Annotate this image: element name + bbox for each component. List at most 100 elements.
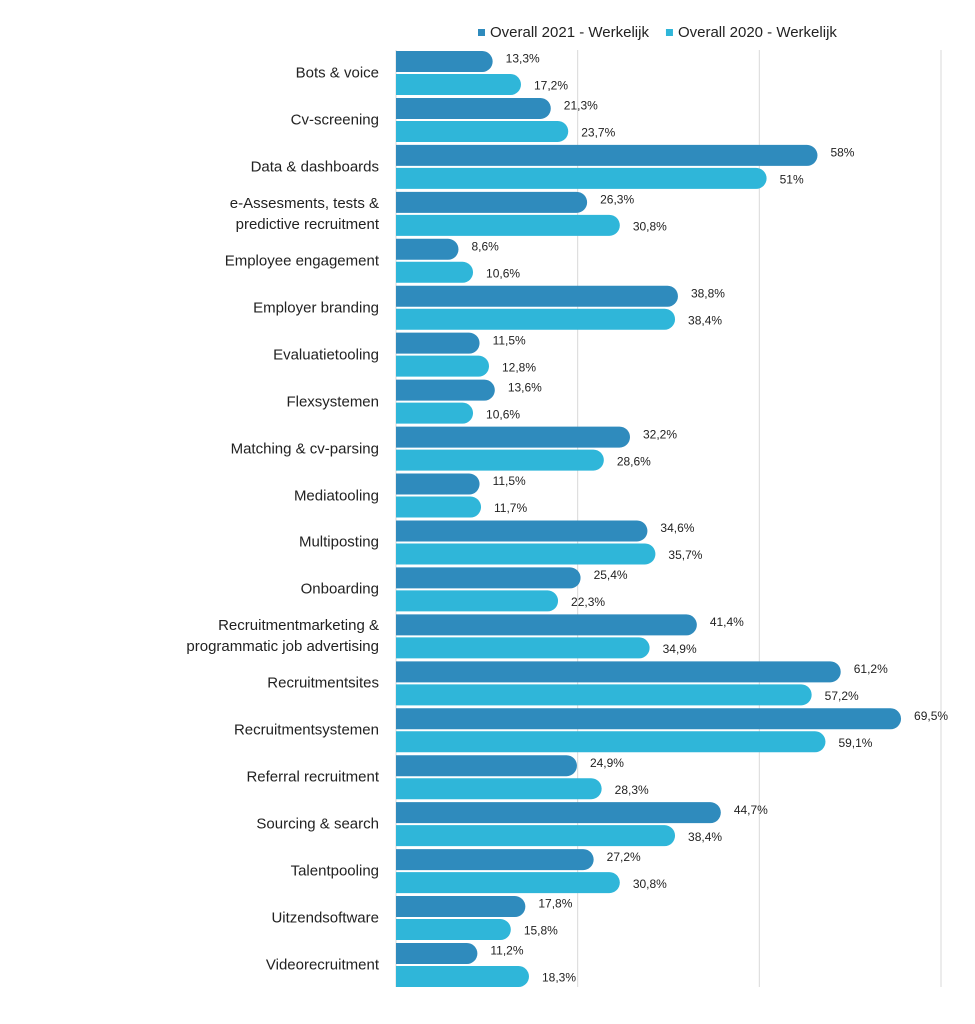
category-label: Onboarding: [300, 580, 379, 598]
value-label: 10,6%: [486, 407, 520, 421]
value-label: 38,8%: [691, 286, 725, 300]
value-label: 35,7%: [668, 548, 702, 562]
bar: [396, 402, 474, 424]
value-label: 27,2%: [607, 850, 641, 864]
bar: [396, 308, 676, 330]
value-label: 58%: [830, 146, 854, 160]
value-label: 23,7%: [581, 126, 615, 140]
category-label: Uitzendsoftware: [271, 909, 379, 927]
value-label: 69,5%: [914, 709, 948, 723]
value-label: 22,3%: [571, 595, 605, 609]
category-label: Matching & cv-parsing: [230, 440, 379, 458]
bar: [396, 896, 526, 918]
bar: [396, 778, 602, 800]
value-label: 34,9%: [663, 642, 697, 656]
category-label: Flexsystemen: [286, 393, 379, 411]
value-label: 61,2%: [854, 662, 888, 676]
category-label: Sourcing & search: [256, 815, 379, 833]
bar: [396, 731, 826, 753]
category-label: Talentpooling: [290, 862, 379, 880]
value-label: 38,4%: [688, 313, 722, 327]
bar: [396, 567, 581, 589]
category-label: Multiposting: [298, 533, 379, 551]
bar: [396, 872, 620, 894]
value-label: 8,6%: [471, 239, 499, 253]
bar: [396, 825, 676, 847]
value-label: 44,7%: [734, 803, 768, 817]
bar: [396, 449, 604, 471]
category-label: Recruitmentsystemen: [233, 721, 379, 739]
bar: [396, 614, 697, 636]
bar: [396, 637, 650, 659]
value-label: 12,8%: [502, 360, 536, 374]
bar: [396, 708, 902, 730]
bar: [396, 285, 678, 307]
bar: [396, 261, 474, 283]
value-label: 11,7%: [494, 501, 527, 515]
value-label: 32,2%: [643, 427, 677, 441]
bar: [396, 684, 812, 706]
category-label: Employer branding: [253, 299, 379, 317]
category-label: Recruitmentmarketing & programmatic job …: [186, 617, 379, 656]
category-label: Employee engagement: [224, 252, 379, 270]
bar: [396, 802, 721, 824]
value-label: 25,4%: [594, 568, 628, 582]
category-label: Data & dashboards: [250, 158, 379, 176]
value-label: 13,3%: [506, 52, 540, 66]
category-label: Referral recruitment: [246, 768, 379, 786]
category-label: Recruitmentsites: [267, 674, 379, 692]
value-label: 24,9%: [590, 756, 624, 770]
value-label: 10,6%: [486, 266, 520, 280]
legend-swatch: [478, 29, 485, 36]
bar: [396, 144, 818, 166]
value-label: 17,8%: [538, 897, 572, 911]
value-label: 28,3%: [615, 783, 649, 797]
value-label: 15,8%: [524, 924, 558, 938]
bar: [396, 543, 656, 565]
bar: [396, 473, 480, 495]
value-label: 30,8%: [633, 220, 667, 234]
value-label: 13,6%: [508, 380, 542, 394]
category-label: e-Assesments, tests & predictive recruit…: [229, 194, 379, 233]
value-label: 57,2%: [825, 689, 859, 703]
bar: [396, 167, 767, 189]
bar: [396, 238, 459, 260]
bar: [396, 120, 569, 142]
category-label: Cv-screening: [290, 111, 379, 129]
bar: [396, 661, 841, 683]
bar: [396, 943, 478, 964]
bar: [396, 74, 521, 95]
bar: [396, 849, 594, 871]
category-label: Evaluatietooling: [273, 346, 379, 364]
bar: [396, 355, 490, 377]
value-label: 11,5%: [493, 333, 526, 347]
bar: [396, 51, 493, 72]
bar: [396, 966, 529, 987]
bar: [396, 426, 630, 448]
bar: [396, 214, 620, 236]
legend-swatch: [665, 29, 673, 36]
bar: [396, 590, 559, 612]
value-label: 51%: [780, 173, 804, 187]
value-label: 11,5%: [493, 474, 526, 488]
category-label: Bots & voice: [295, 64, 379, 82]
value-label: 11,2%: [490, 944, 523, 958]
value-label: 38,4%: [688, 830, 722, 844]
bar: [396, 919, 511, 941]
value-label: 30,8%: [633, 877, 667, 891]
bar: [396, 496, 482, 518]
bar: [396, 97, 551, 119]
value-label: 17,2%: [534, 79, 568, 93]
bar: [396, 379, 495, 401]
category-label: Mediatooling: [293, 487, 379, 505]
bar: [396, 520, 648, 542]
value-label: 28,6%: [617, 454, 651, 468]
bar: [396, 755, 577, 777]
legend-label: Overall 2021 - Werkelijk: [490, 24, 649, 41]
value-label: 41,4%: [710, 615, 744, 629]
value-label: 21,3%: [564, 99, 598, 113]
value-label: 18,3%: [542, 971, 576, 985]
category-label: Videorecruitment: [265, 956, 379, 974]
